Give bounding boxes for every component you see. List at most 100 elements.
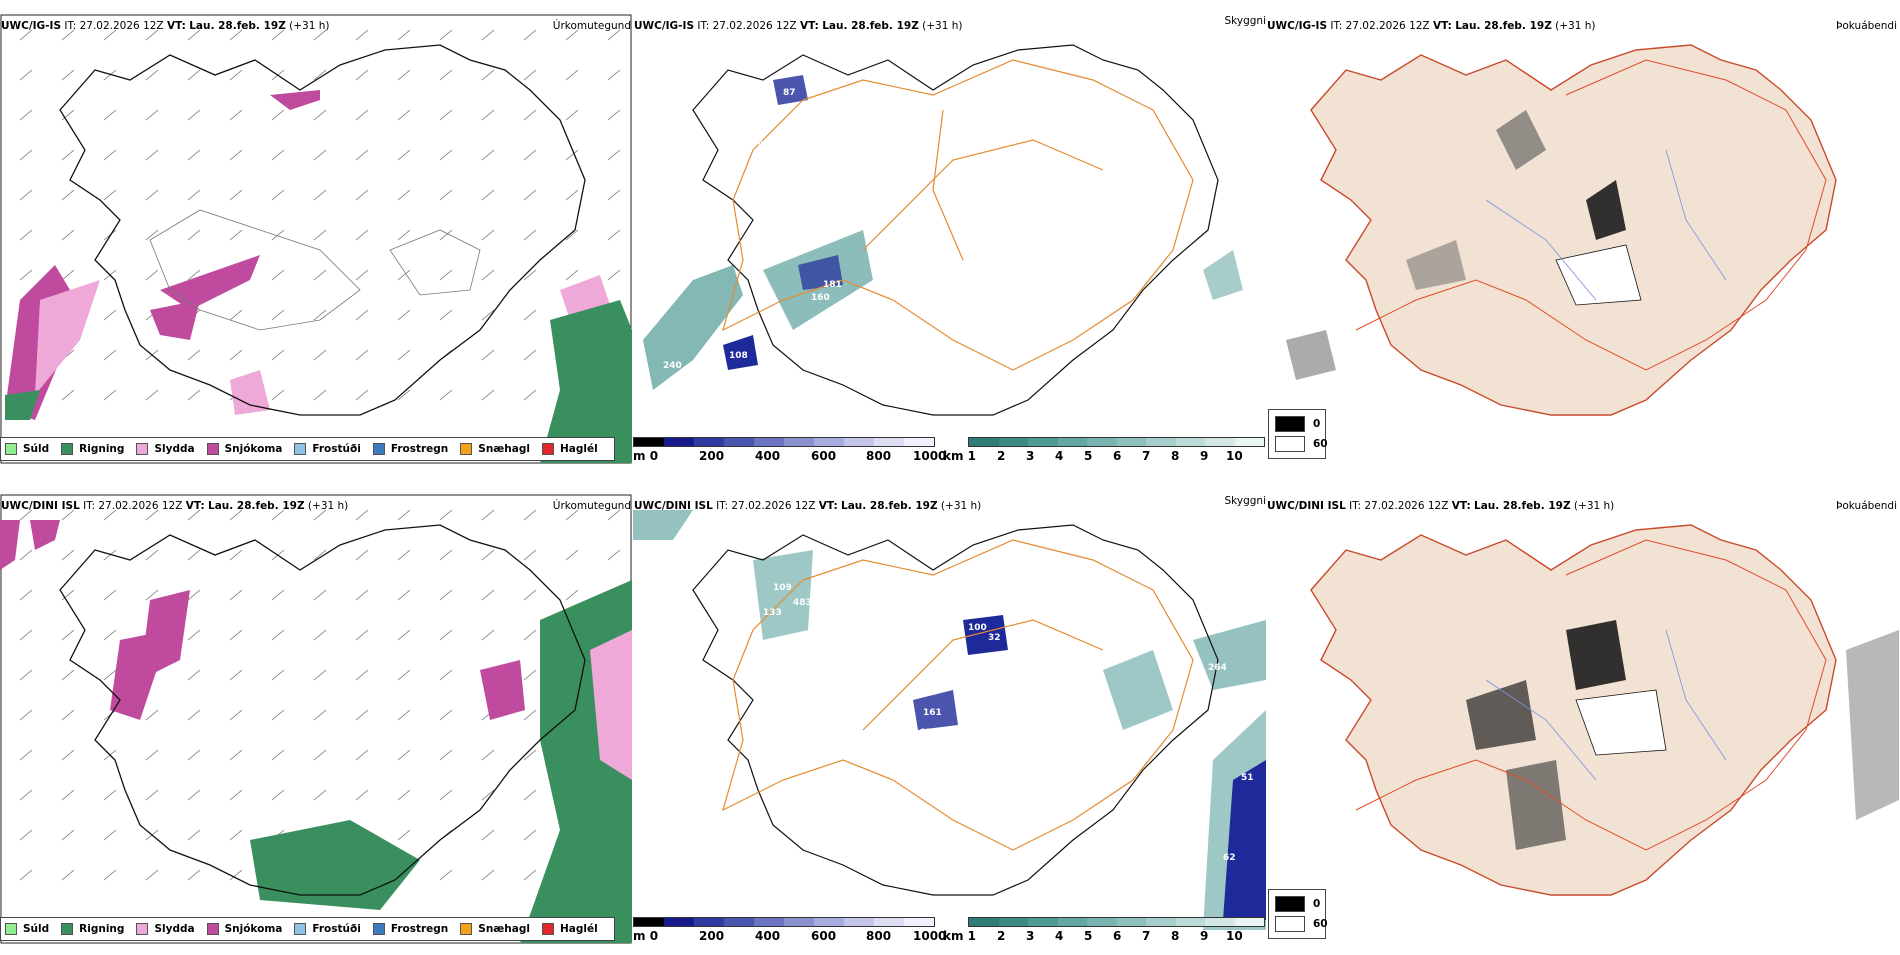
wind-barb <box>397 749 411 761</box>
wind-barb <box>187 389 201 401</box>
wind-barb <box>187 869 201 881</box>
wind-barb <box>103 869 117 881</box>
precip-area-snow <box>110 630 170 720</box>
iceland-coastline <box>59 44 586 416</box>
visibility-area-low <box>773 75 808 105</box>
wind-barb <box>523 309 537 321</box>
wind-barb <box>481 389 495 401</box>
wind-barb <box>145 189 159 201</box>
precip-area-rain <box>5 390 40 420</box>
panel-name: Úrkomutegund <box>552 20 631 32</box>
precip-type-panel-dini: UWC/DINI ISL IT: 27.02.2026 12Z VT: Lau.… <box>0 480 633 955</box>
fog-area <box>1566 620 1626 690</box>
wind-barb <box>397 349 411 361</box>
wind-barb <box>439 269 453 281</box>
wind-barb <box>481 509 495 521</box>
fog-legend: 0 60 <box>1268 409 1328 459</box>
vis-label: 51 <box>1241 773 1254 783</box>
wind-barb <box>313 69 327 81</box>
iceland-map <box>0 494 632 944</box>
wind-barb <box>397 789 411 801</box>
legend-item-snaehagl: Snæhagl <box>460 443 530 455</box>
wind-barb <box>271 789 285 801</box>
vis-label: 108 <box>729 351 748 361</box>
wind-barb <box>439 749 453 761</box>
wind-barb <box>439 229 453 241</box>
wind-barb <box>313 269 327 281</box>
wind-barb <box>439 149 453 161</box>
wind-barb <box>187 549 201 561</box>
legend-item-snjokoma: Snjókoma <box>206 443 282 455</box>
wind-barb <box>607 549 621 561</box>
wind-barb <box>187 349 201 361</box>
wind-barb <box>271 749 285 761</box>
wind-barb <box>355 349 369 361</box>
vis-label: 148 <box>895 150 914 160</box>
wind-barb <box>19 29 33 41</box>
wind-barb <box>313 109 327 121</box>
wind-barb <box>355 69 369 81</box>
vis-label: 148 <box>833 303 852 313</box>
wind-barb <box>61 29 75 41</box>
wind-barb <box>229 109 243 121</box>
wind-barb <box>313 749 327 761</box>
wind-barb <box>355 749 369 761</box>
wind-barb <box>523 269 537 281</box>
wind-barb <box>313 29 327 41</box>
wind-barb <box>19 629 33 641</box>
wind-barb <box>19 109 33 121</box>
panel-name: Úrkomutegund <box>552 500 631 512</box>
wind-barb <box>523 229 537 241</box>
panel-title: UWC/IG-IS IT: 27.02.2026 12Z VT: Lau. 28… <box>1267 20 1596 32</box>
wind-barb <box>229 829 243 841</box>
glacier-area <box>1575 689 1667 756</box>
precip-area-sleet <box>230 370 270 415</box>
wind-barb <box>229 309 243 321</box>
wind-barb <box>481 29 495 41</box>
wind-barb <box>19 589 33 601</box>
wind-barb <box>397 229 411 241</box>
wind-barb <box>523 749 537 761</box>
vis-label: 87 <box>783 88 796 98</box>
fog-area <box>1496 110 1546 170</box>
wind-barb <box>271 629 285 641</box>
wind-barb <box>61 189 75 201</box>
wind-barb <box>523 549 537 561</box>
precip-area-sleet <box>590 630 632 780</box>
wind-barb <box>103 629 117 641</box>
wind-barb <box>523 189 537 201</box>
legend-item-haglel: Haglél <box>541 443 598 455</box>
wind-barb <box>397 589 411 601</box>
wind-barb <box>481 749 495 761</box>
wind-barb <box>229 349 243 361</box>
wind-barb <box>103 549 117 561</box>
wind-barb <box>481 269 495 281</box>
wind-barb <box>103 109 117 121</box>
wind-barb <box>355 389 369 401</box>
legend-item-frostregn: Frostregn <box>372 443 448 455</box>
wind-barb <box>481 549 495 561</box>
wind-barb <box>565 589 579 601</box>
wind-barb <box>313 709 327 721</box>
wind-barb <box>313 189 327 201</box>
legend-item-frostregn: Frostregn <box>372 923 448 935</box>
wind-barb <box>397 389 411 401</box>
precip-area-snow <box>150 300 200 340</box>
wind-barb <box>439 549 453 561</box>
panel-name: Þokuábendi <box>1836 500 1897 512</box>
fog-area <box>1466 680 1536 750</box>
wind-barb <box>523 789 537 801</box>
wind-barb <box>271 349 285 361</box>
wind-barb <box>355 269 369 281</box>
wind-barb <box>397 269 411 281</box>
wind-barb <box>439 789 453 801</box>
wind-barb <box>229 549 243 561</box>
wind-barb <box>439 69 453 81</box>
wind-barb <box>313 669 327 681</box>
wind-barb <box>145 709 159 721</box>
wind-barb <box>187 749 201 761</box>
wind-barb <box>145 29 159 41</box>
iceland-coastline <box>59 524 586 896</box>
iceland-map: 133 109 483 100 32 161 163 264 51 62 <box>633 510 1266 930</box>
wind-barb <box>397 109 411 121</box>
